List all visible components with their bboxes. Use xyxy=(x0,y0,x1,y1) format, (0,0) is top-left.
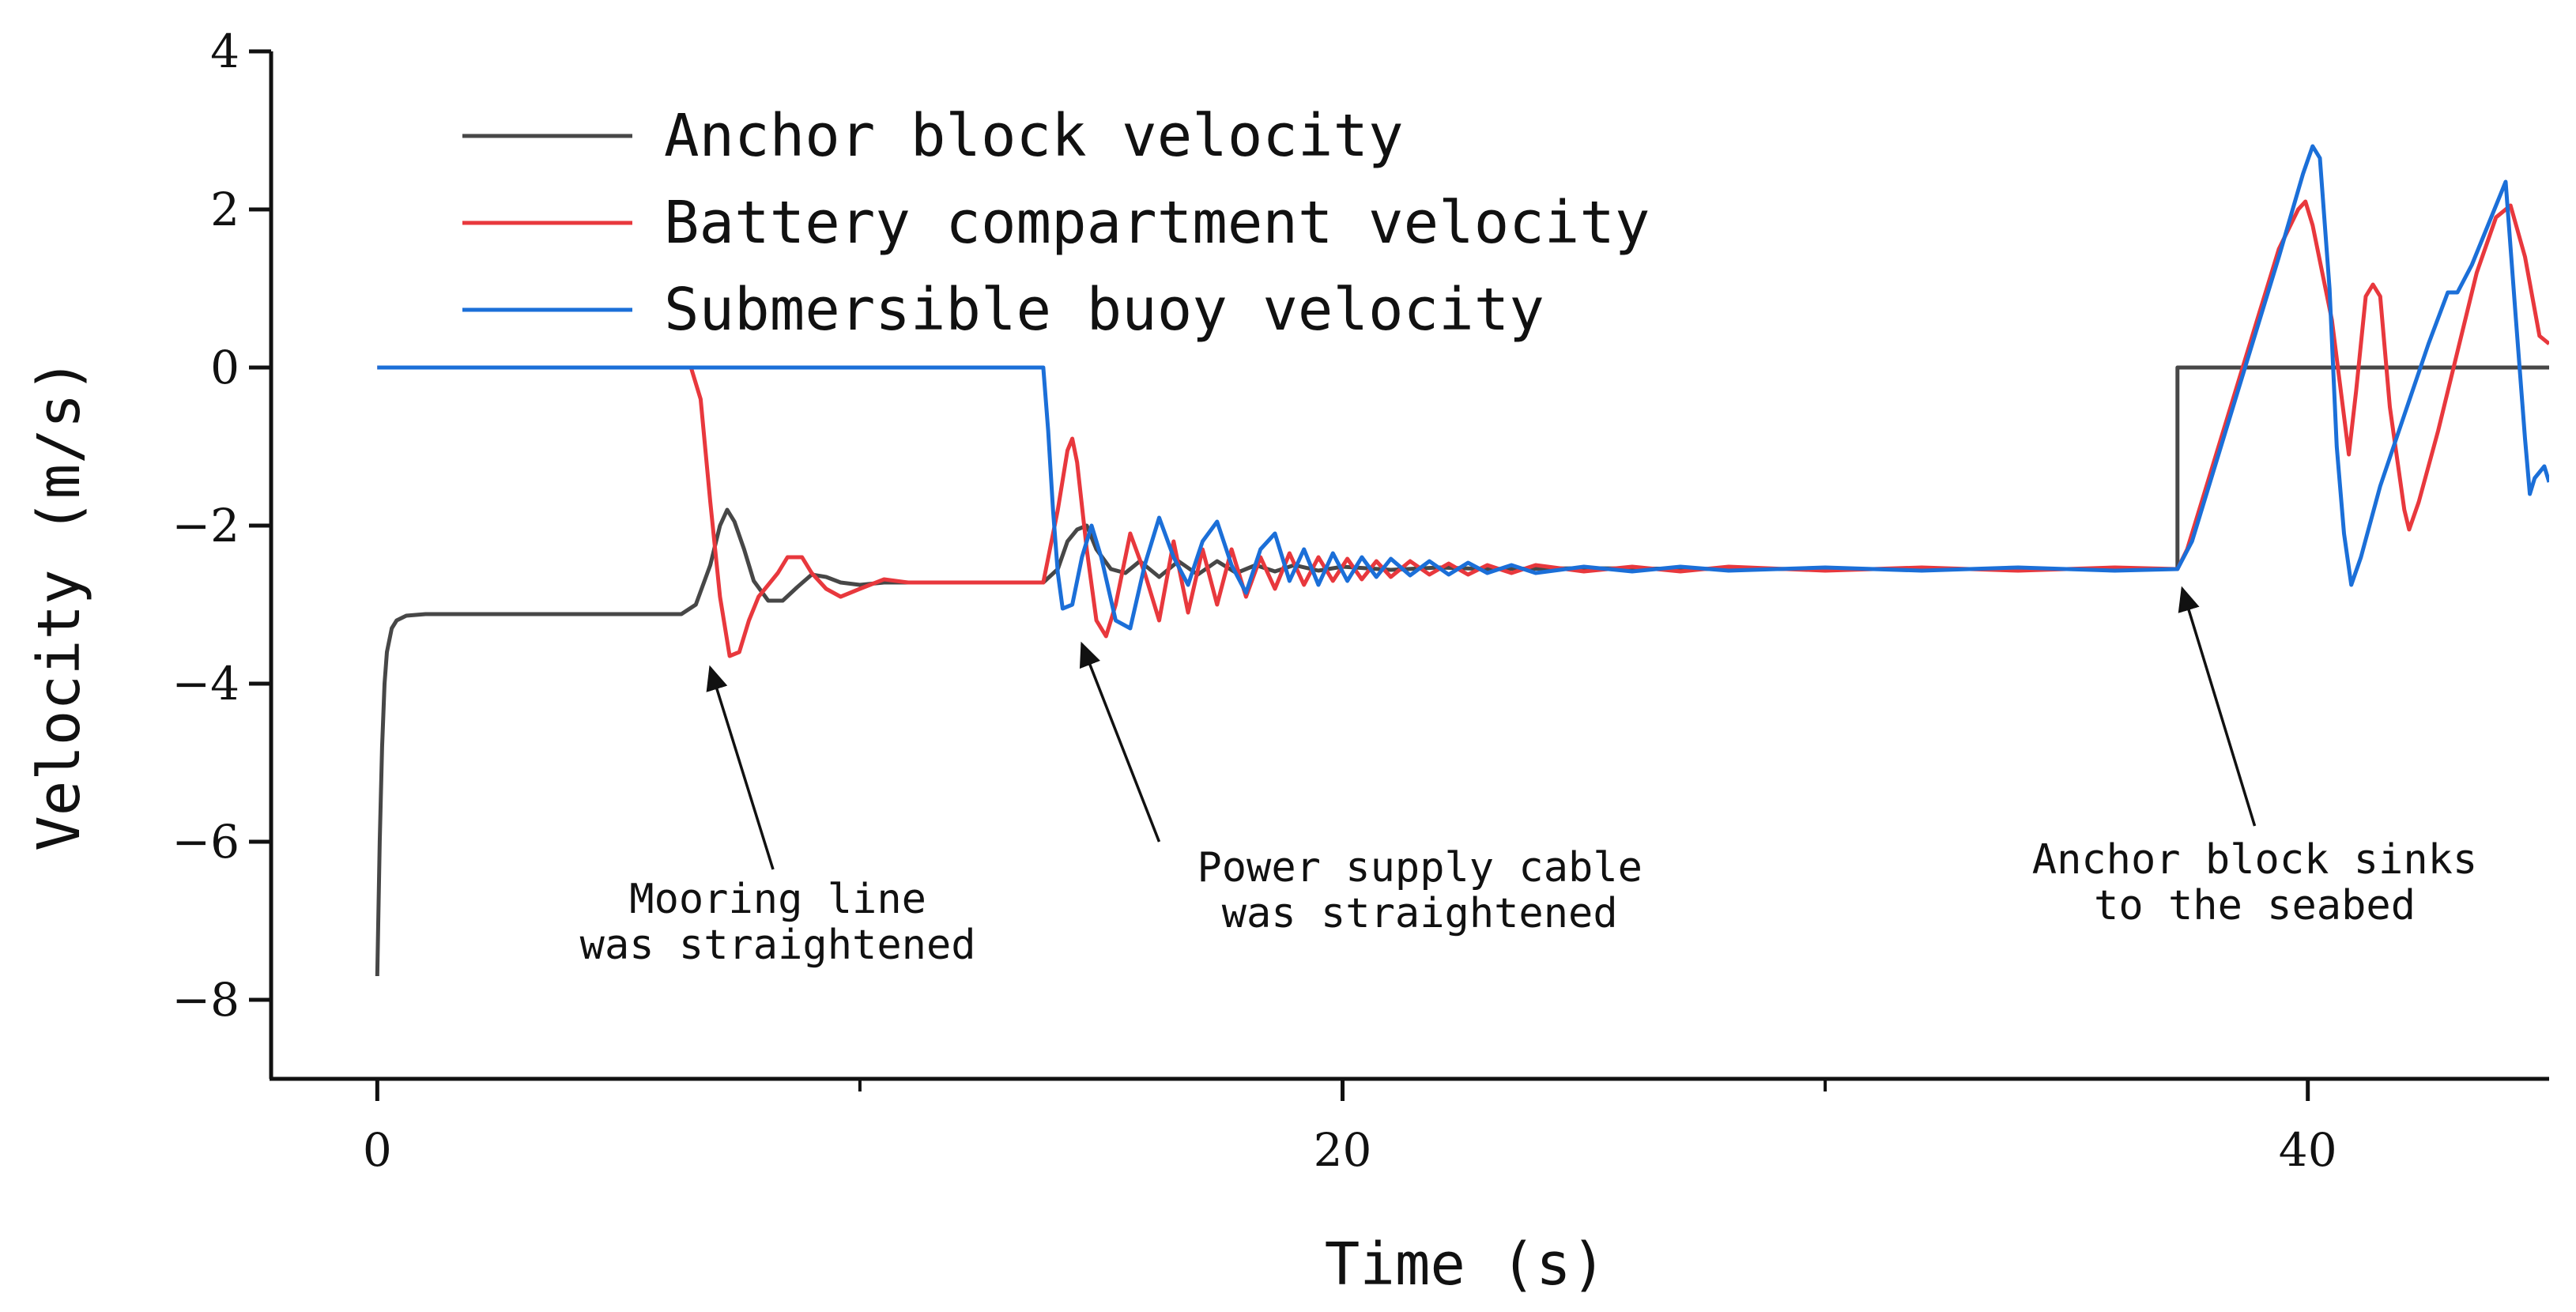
annotation-text-1: Mooring line was straightened xyxy=(580,876,976,969)
y-tick-label: −6 xyxy=(172,815,240,869)
series-line-3 xyxy=(377,144,2549,631)
y-tick-label: −8 xyxy=(172,973,240,1027)
legend-label-1: Anchor block velocity xyxy=(664,102,1404,170)
annotation-text-3: Anchor block sinks to the seabed xyxy=(2032,836,2478,929)
plot-area xyxy=(375,144,2549,977)
annotation-arrow-3 xyxy=(2178,586,2257,827)
y-tick-label: 2 xyxy=(210,183,239,236)
x-axis-title: Time (s) xyxy=(1325,1231,1606,1299)
x-tick-label: 20 xyxy=(1314,1123,1372,1177)
legend-label-3: Submersible buoy velocity xyxy=(664,276,1544,344)
x-tick-label: 40 xyxy=(2279,1123,2337,1177)
legend: Anchor block velocity Battery compartment… xyxy=(462,102,1650,344)
axes: 420−2−4−6−80 20 40 xyxy=(172,25,2549,1177)
x-tick-label: 0 xyxy=(363,1123,392,1177)
annotation-text-2: Power supply cable was straightened xyxy=(1197,844,1643,937)
y-axis-title: Velocity (m/s) xyxy=(25,358,93,851)
annotation-arrow-2 xyxy=(1079,641,1161,843)
y-tick-label: −2 xyxy=(172,499,240,552)
annotation-arrow-1 xyxy=(706,665,775,870)
annotations: Mooring line was straightened Power supply… xyxy=(580,586,2478,969)
legend-label-2: Battery compartment velocity xyxy=(664,189,1650,257)
y-tick-label: −4 xyxy=(172,657,240,711)
y-tick-label: 4 xyxy=(210,25,239,78)
y-tick-label: 0 xyxy=(210,341,239,394)
